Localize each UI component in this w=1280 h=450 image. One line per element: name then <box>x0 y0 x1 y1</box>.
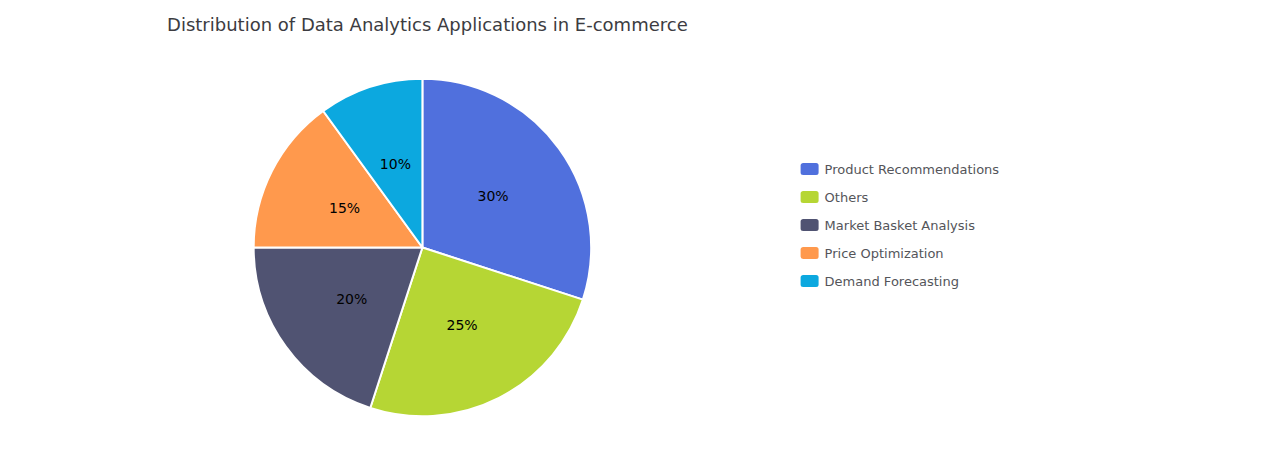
svg-text:Others: Others <box>825 190 869 205</box>
svg-text:Demand Forecasting: Demand Forecasting <box>825 274 959 289</box>
svg-text:Market Basket Analysis: Market Basket Analysis <box>825 218 976 233</box>
svg-text:25%: 25% <box>447 317 478 333</box>
svg-text:Distribution of Data Analytics: Distribution of Data Analytics Applicati… <box>167 14 688 35</box>
svg-text:Product Recommendations: Product Recommendations <box>825 162 1000 177</box>
svg-text:10%: 10% <box>380 156 411 172</box>
svg-text:15%: 15% <box>329 200 360 216</box>
svg-text:20%: 20% <box>336 291 367 307</box>
svg-text:Price Optimization: Price Optimization <box>825 246 944 261</box>
svg-text:30%: 30% <box>478 188 509 204</box>
